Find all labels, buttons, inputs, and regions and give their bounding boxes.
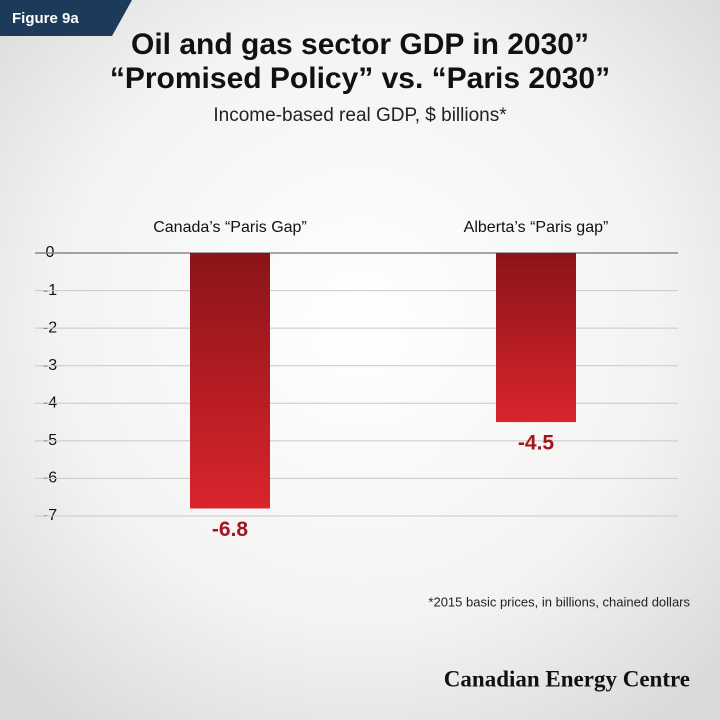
source: Canadian Energy Centre — [444, 666, 690, 691]
bar — [190, 253, 270, 509]
chart-title: “Promised Policy” vs. “Paris 2030” — [110, 62, 610, 95]
value-label: -4.5 — [518, 432, 555, 455]
chart-title: Oil and gas sector GDP in 2030” — [131, 28, 589, 61]
chart-subtitle: Income-based real GDP, $ billions* — [213, 105, 507, 126]
figure-tag — [0, 0, 132, 36]
figure-label: Figure 9a — [12, 10, 79, 27]
category-label: Alberta’s “Paris gap” — [464, 219, 609, 236]
value-label: -6.8 — [212, 518, 249, 541]
footnote: *2015 basic prices, in billions, chained… — [428, 594, 690, 609]
bar — [496, 253, 576, 423]
category-label: Canada’s “Paris Gap” — [153, 219, 307, 236]
